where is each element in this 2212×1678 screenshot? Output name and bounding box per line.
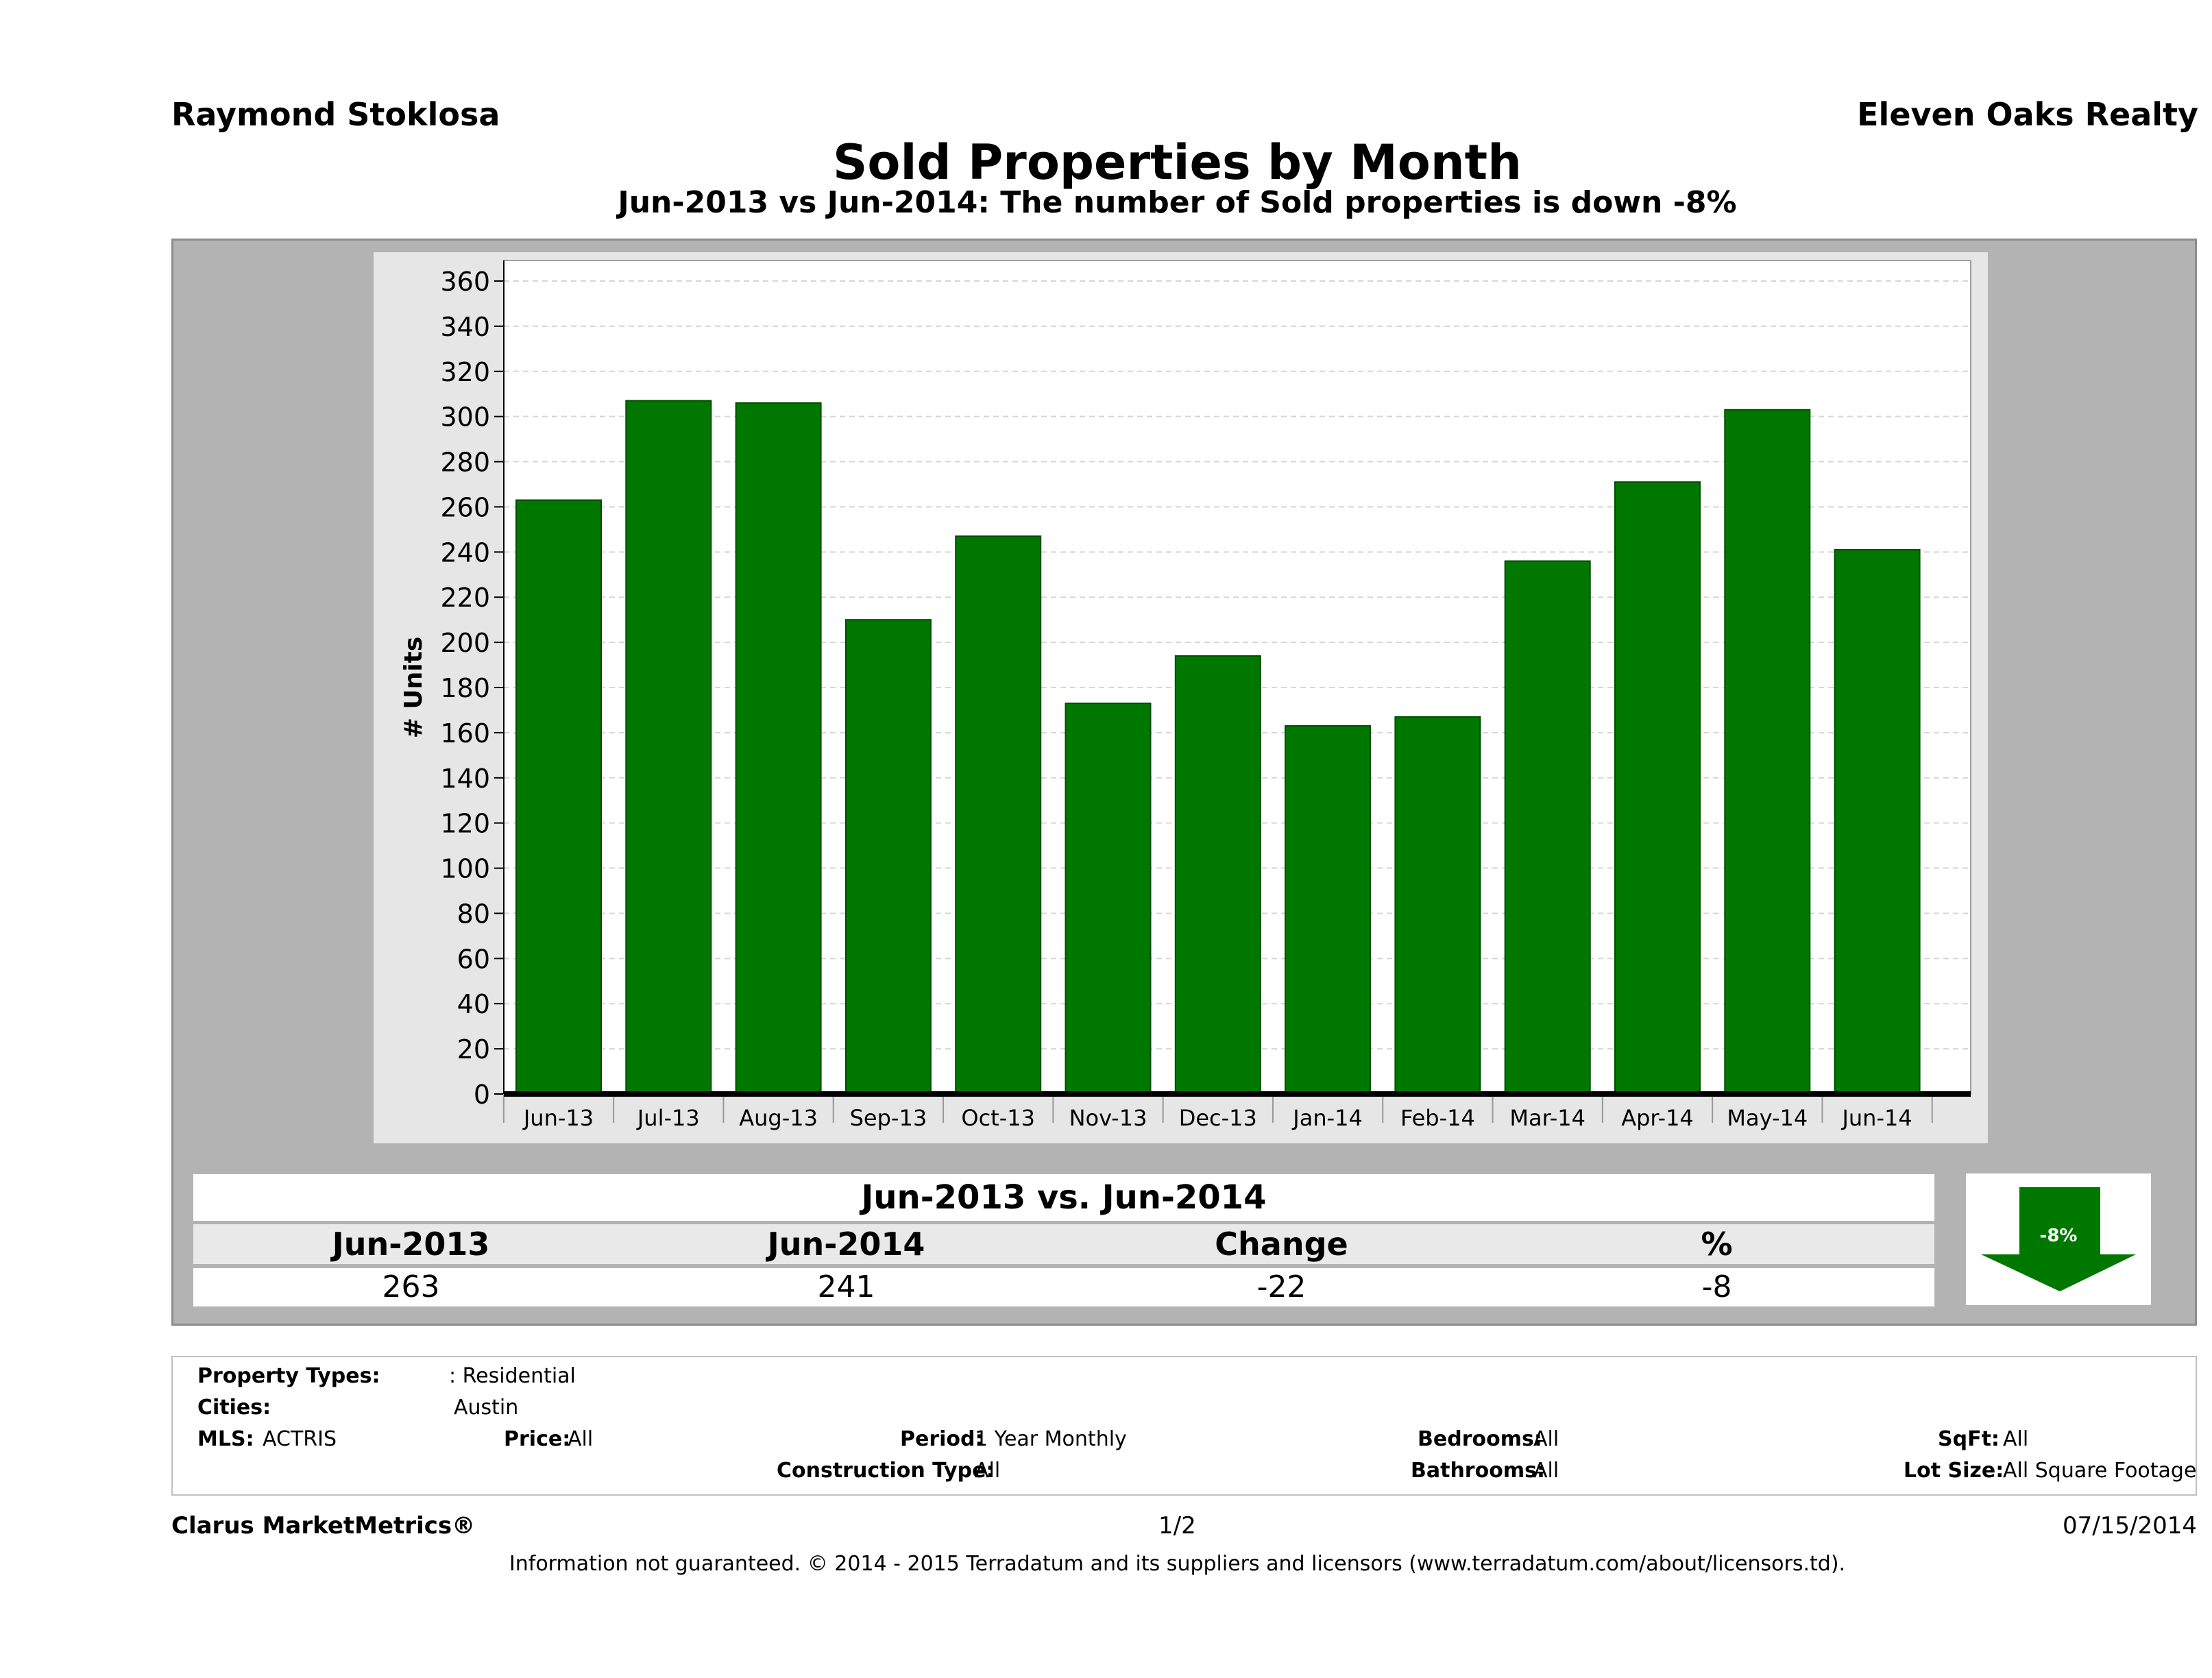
down-arrow-icon — [1981, 1187, 2136, 1291]
y-tick-label: 260 — [440, 492, 490, 522]
construction-type-value: All — [975, 1459, 1001, 1483]
bedrooms-label: Bedrooms: — [1418, 1427, 1542, 1451]
sqft-label: SqFt: — [1938, 1427, 2000, 1451]
comparison-header-start: Jun-2013 — [332, 1226, 490, 1263]
bar — [625, 400, 712, 1095]
trend-badge — [1966, 1174, 2151, 1305]
bar-chart: 0 20 40 60 80 100 120 140 160 180 200 220 240 260 280 3… — [400, 260, 1971, 1131]
y-tick-label: 300 — [440, 402, 490, 433]
x-tick-label: Jan-14 — [1291, 1105, 1363, 1131]
y-tick-label: 60 — [457, 944, 490, 974]
bar — [1065, 703, 1152, 1095]
y-tick-label: 100 — [440, 854, 490, 884]
y-tick-label: 160 — [440, 718, 490, 749]
mls-value: ACTRIS — [263, 1427, 337, 1451]
y-tick-label: 360 — [440, 267, 490, 297]
bar — [735, 402, 822, 1095]
cities-label: Cities: — [197, 1396, 271, 1420]
comparison-value-start: 263 — [382, 1269, 440, 1304]
page-subtitle: Jun-2013 vs Jun-2014: The number of Sold… — [618, 185, 1737, 220]
bar — [1614, 481, 1701, 1095]
y-tick-label: 320 — [440, 357, 490, 387]
bar — [1285, 725, 1372, 1095]
report-date: 07/15/2014 — [2063, 1512, 2197, 1540]
bar — [844, 619, 932, 1095]
comparison-value-row — [193, 1268, 1934, 1306]
comparison-header-percent: % — [1701, 1226, 1733, 1263]
brokerage-name: Eleven Oaks Realty — [1857, 96, 2198, 133]
x-tick-label: Mar-14 — [1509, 1105, 1585, 1131]
period-value: 1 Year Monthly — [975, 1427, 1127, 1451]
bar — [1834, 549, 1921, 1095]
bar — [1394, 716, 1481, 1095]
comparison-value-end: 241 — [817, 1269, 875, 1304]
y-tick-label: 340 — [440, 312, 490, 342]
page-title: Sold Properties by Month — [833, 134, 1522, 191]
mls-label: MLS: — [197, 1427, 254, 1451]
x-tick-label: Aug-13 — [739, 1105, 818, 1131]
bar — [1504, 560, 1591, 1095]
trend-badge-label: -8% — [2039, 1226, 2078, 1246]
x-tick-label: Feb-14 — [1400, 1105, 1475, 1131]
y-tick-label: 0 — [474, 1080, 490, 1110]
x-tick-label: Oct-13 — [961, 1105, 1035, 1131]
y-axis-label: # Units — [400, 637, 428, 739]
page-number: 1/2 — [1158, 1512, 1196, 1540]
y-tick-label: 280 — [440, 448, 490, 478]
lot-size-label: Lot Size: — [1904, 1459, 2004, 1483]
y-tick-label: 120 — [440, 809, 490, 839]
y-tick-label: 40 — [457, 989, 490, 1019]
bar — [1174, 655, 1261, 1095]
comparison-header-end: Jun-2014 — [767, 1226, 925, 1263]
x-tick-label: Jun-13 — [522, 1105, 594, 1131]
price-value: All — [568, 1427, 594, 1451]
y-tick-label: 20 — [457, 1034, 490, 1065]
construction-type-label: Construction Type: — [777, 1459, 995, 1483]
chart-container: 0 20 40 60 80 100 120 140 160 180 200 220 240 260 280 3… — [374, 252, 1988, 1143]
x-tick-label: Sep-13 — [850, 1105, 927, 1131]
product-name: Clarus MarketMetrics® — [171, 1512, 476, 1540]
x-tick-label: May-14 — [1727, 1105, 1808, 1131]
bar — [1724, 409, 1811, 1095]
y-tick-label: 200 — [440, 628, 490, 658]
y-tick-label: 240 — [440, 537, 490, 568]
x-tick-label: Nov-13 — [1069, 1105, 1147, 1131]
x-tick-label: Jul-13 — [636, 1105, 700, 1131]
bedrooms-value: All — [1533, 1427, 1559, 1451]
y-tick-label: 80 — [457, 899, 490, 929]
lot-size-value: All Square Footage — [2003, 1459, 2197, 1483]
comparison-header-change: Change — [1215, 1226, 1348, 1263]
y-tick-label: 180 — [440, 673, 490, 703]
bathrooms-value: All — [1533, 1459, 1559, 1483]
y-tick-label: 220 — [440, 583, 490, 613]
period-label: Period: — [900, 1427, 984, 1451]
bar — [955, 535, 1042, 1095]
disclaimer: Information not guaranteed. © 2014 - 201… — [509, 1552, 1846, 1576]
y-tick-label: 140 — [440, 764, 490, 794]
x-tick-label: Apr-14 — [1621, 1105, 1694, 1131]
bar — [515, 499, 602, 1095]
agent-name: Raymond Stoklosa — [171, 96, 500, 133]
property-types-label: Property Types: — [197, 1364, 380, 1388]
price-label: Price: — [504, 1427, 571, 1451]
comparison-value-percent: -8 — [1701, 1269, 1732, 1304]
search-criteria — [171, 1356, 2197, 1496]
property-types-value: : Residential — [449, 1364, 576, 1388]
x-tick-label: Dec-13 — [1179, 1105, 1257, 1131]
x-tick-label: Jun-14 — [1840, 1105, 1912, 1131]
cities-value: Austin — [454, 1396, 519, 1420]
comparison-value-change: -22 — [1256, 1269, 1306, 1304]
bathrooms-label: Bathrooms: — [1411, 1459, 1545, 1483]
comparison-title: Jun-2013 vs. Jun-2014 — [193, 1174, 1934, 1221]
comparison-header-row — [193, 1224, 1934, 1264]
sqft-value: All — [2003, 1427, 2029, 1451]
